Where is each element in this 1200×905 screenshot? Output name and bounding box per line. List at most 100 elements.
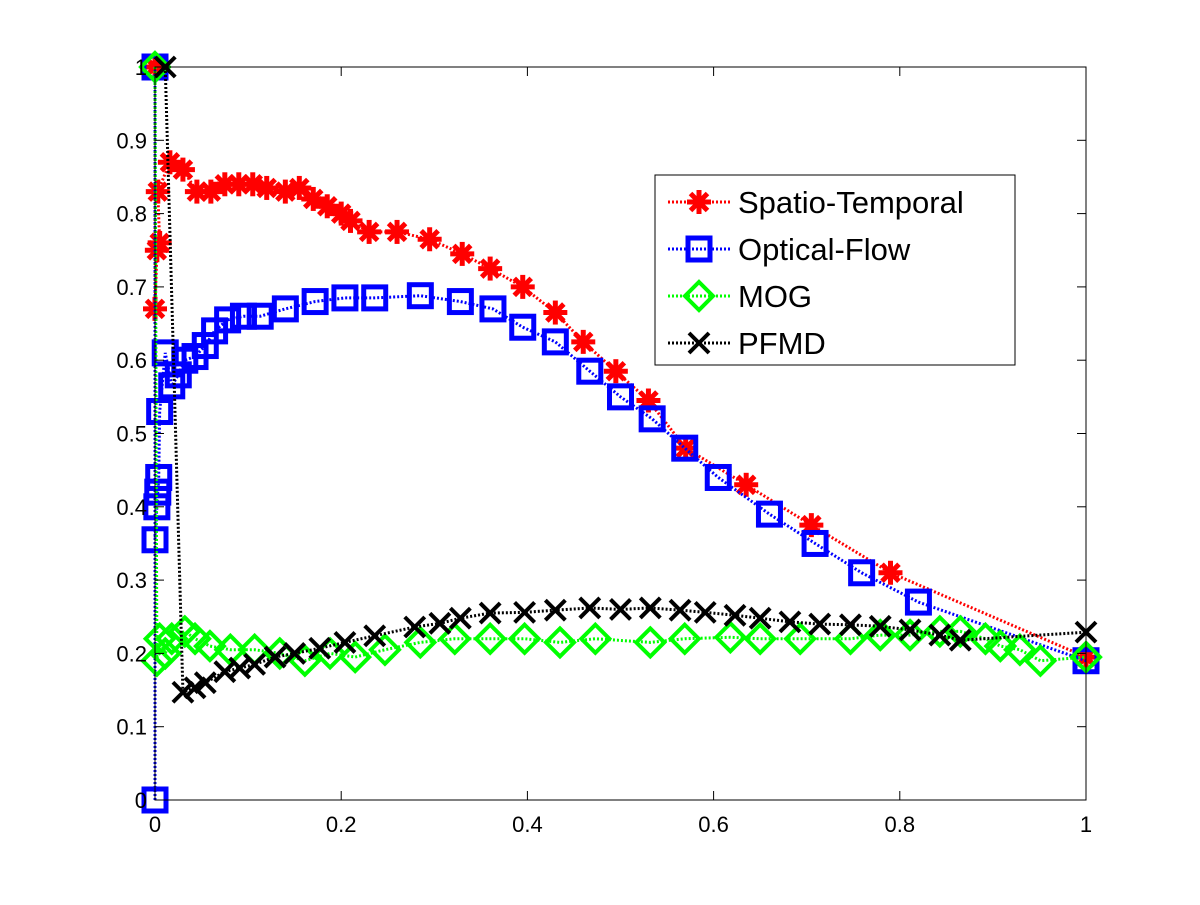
y-tick-label: 0.5 bbox=[116, 422, 147, 447]
data-point bbox=[142, 621, 177, 656]
data-point bbox=[713, 620, 748, 655]
x-tick-label: 0.6 bbox=[698, 812, 729, 837]
data-point bbox=[510, 274, 535, 299]
data-point bbox=[878, 560, 903, 585]
data-point bbox=[417, 227, 442, 252]
legend-marker bbox=[682, 279, 716, 313]
legend-marker bbox=[687, 331, 711, 355]
data-point bbox=[287, 175, 312, 200]
x-tick-label: 0 bbox=[149, 812, 161, 837]
data-point bbox=[863, 618, 898, 652]
data-point bbox=[743, 621, 777, 656]
data-point bbox=[1003, 632, 1037, 667]
data-point bbox=[170, 157, 195, 182]
legend-entry: Spatio-Temporal bbox=[668, 185, 964, 220]
data-point bbox=[193, 629, 227, 663]
data-point bbox=[893, 618, 927, 652]
data-point bbox=[868, 614, 892, 638]
data-point bbox=[145, 179, 170, 204]
data-point bbox=[145, 463, 173, 491]
data-point bbox=[363, 624, 387, 648]
data-point bbox=[308, 636, 332, 660]
data-point bbox=[171, 680, 195, 704]
legend-entry: PFMD bbox=[668, 326, 826, 361]
data-point bbox=[607, 383, 634, 411]
legend-entry: MOG bbox=[668, 279, 812, 314]
legend-marker bbox=[685, 235, 713, 263]
data-point bbox=[333, 630, 357, 654]
data-point bbox=[783, 621, 818, 656]
data-point bbox=[928, 623, 952, 647]
data-point bbox=[509, 313, 537, 341]
data-point bbox=[338, 208, 363, 233]
x-tick-label: 0.8 bbox=[885, 812, 916, 837]
data-point bbox=[571, 329, 596, 354]
data-point bbox=[898, 618, 922, 642]
data-point bbox=[638, 596, 662, 620]
data-point bbox=[904, 588, 932, 616]
y-tick-label: 0 bbox=[135, 788, 147, 813]
legend-label: PFMD bbox=[738, 326, 826, 361]
data-point bbox=[357, 219, 382, 244]
data-point bbox=[229, 302, 257, 330]
data-point bbox=[734, 472, 759, 497]
data-point bbox=[633, 625, 668, 660]
legend-label: Optical-Flow bbox=[738, 232, 911, 267]
legend-label: MOG bbox=[738, 279, 812, 314]
data-point bbox=[808, 612, 832, 636]
data-point bbox=[331, 284, 359, 312]
data-point bbox=[609, 598, 632, 621]
data-point bbox=[848, 559, 876, 587]
data-point bbox=[437, 621, 472, 656]
y-tick-label: 0.4 bbox=[116, 495, 147, 520]
data-point bbox=[406, 282, 434, 310]
data-point bbox=[983, 629, 1018, 663]
data-point bbox=[693, 600, 717, 624]
axis-ticks: 0 0.2 0.4 0.6 0.8 1 0 0.1 0.2 0.3 0.4 0.5 0.6 0.7 0.8 0… bbox=[116, 55, 1092, 837]
data-point bbox=[254, 175, 279, 200]
data-point bbox=[723, 603, 747, 627]
data-point bbox=[271, 295, 299, 323]
data-point bbox=[1023, 643, 1058, 678]
data-point bbox=[446, 288, 474, 316]
legend: Spatio-Temporal Optical-Flow MOG PFMD bbox=[654, 174, 1016, 366]
x-tick-label: 1 bbox=[1080, 812, 1092, 837]
data-point bbox=[507, 621, 542, 656]
data-point bbox=[638, 405, 666, 433]
data-point bbox=[164, 361, 192, 389]
data-point bbox=[479, 295, 507, 323]
data-point bbox=[403, 615, 427, 639]
data-point bbox=[338, 640, 372, 674]
data-point bbox=[801, 529, 829, 557]
y-tick-label: 0.1 bbox=[116, 715, 147, 740]
data-point bbox=[748, 606, 772, 630]
y-tick-label: 0.6 bbox=[116, 348, 147, 373]
data-point bbox=[450, 241, 475, 266]
data-point bbox=[214, 306, 242, 334]
data-point bbox=[578, 621, 613, 656]
y-tick-label: 0.7 bbox=[116, 275, 147, 300]
data-point bbox=[246, 302, 274, 330]
data-point bbox=[428, 611, 452, 635]
data-point bbox=[578, 596, 602, 620]
data-point bbox=[543, 300, 568, 325]
data-point bbox=[541, 328, 569, 356]
data-point bbox=[140, 643, 174, 678]
data-point bbox=[968, 621, 1003, 656]
legend-marker bbox=[687, 190, 711, 214]
data-point bbox=[668, 598, 692, 622]
y-tick-label: 1 bbox=[135, 55, 147, 80]
x-tick-label: 0.2 bbox=[326, 812, 357, 837]
legend-entry: Optical-Flow bbox=[668, 232, 911, 267]
data-point bbox=[147, 230, 172, 255]
data-point bbox=[755, 500, 783, 528]
data-point bbox=[671, 434, 699, 462]
data-point bbox=[385, 219, 410, 244]
data-point bbox=[403, 625, 438, 660]
legend-box bbox=[654, 174, 1016, 366]
data-point bbox=[361, 284, 389, 312]
data-point bbox=[193, 671, 217, 695]
y-tick-label: 0.9 bbox=[116, 128, 147, 153]
